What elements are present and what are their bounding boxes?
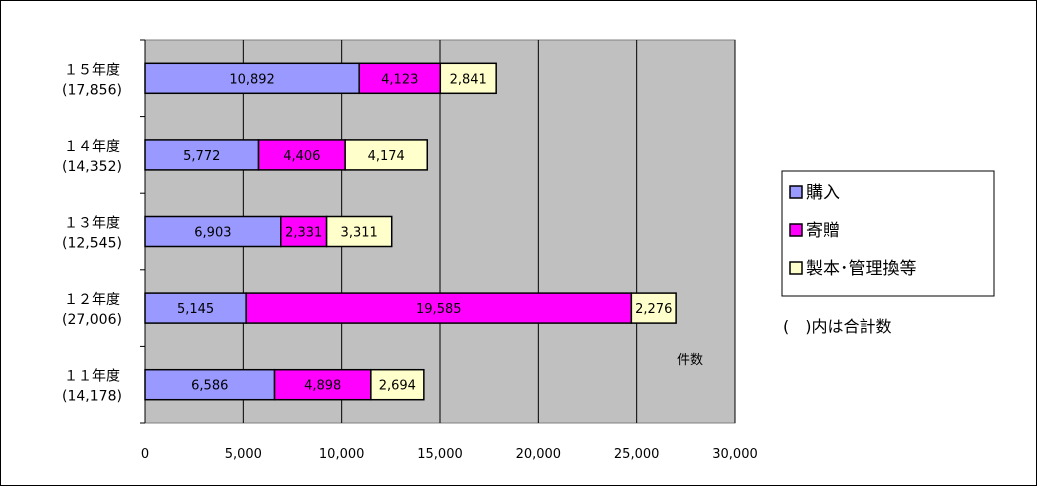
category-label: １４年度	[64, 139, 120, 155]
bar-data-label: 6,903	[194, 226, 231, 241]
bar-segment	[245, 292, 633, 324]
bar-data-labels: 10,892 4,123 2,841 5,772 4,406 4,174 6,903 2,33…	[177, 72, 672, 393]
bar-data-label: 4,174	[368, 149, 405, 164]
category-total-label: (12,545)	[62, 236, 122, 252]
x-tick-label: 25,000	[614, 447, 660, 462]
bar-segment	[325, 215, 393, 248]
x-tick-label: 15,000	[417, 447, 463, 462]
bar-segment	[144, 139, 260, 171]
bar-data-label: 10,892	[229, 72, 275, 87]
legend-swatch	[789, 223, 803, 237]
bar-data-label: 6,586	[191, 379, 228, 394]
category-label: １５年度	[64, 62, 120, 78]
bar-data-label: 2,331	[285, 226, 322, 241]
x-tick-label: 0	[141, 447, 149, 462]
bar-data-label: 19,585	[416, 302, 462, 317]
bar-segment	[370, 368, 425, 401]
legend-swatch	[789, 261, 803, 275]
bar-data-label: 5,772	[183, 149, 220, 164]
bar-data-label: 4,898	[304, 379, 341, 394]
bar-data-label: 5,145	[177, 302, 214, 317]
x-tick-label: 10,000	[319, 447, 365, 462]
x-tick-label: 5,000	[225, 447, 262, 462]
y-axis: １５年度 (17,856) １４年度 (14,352) １３年度 (12,545) １２年度…	[62, 39, 146, 424]
legend-swatch	[789, 185, 803, 199]
bar-segment	[257, 139, 346, 171]
x-tick-label: 30,000	[712, 447, 758, 462]
bar-data-label: 4,123	[381, 72, 418, 87]
category-label: １３年度	[64, 216, 120, 232]
category-total-label: (17,856)	[62, 82, 122, 98]
bar-segment	[144, 292, 247, 324]
category-label: １１年度	[64, 369, 120, 385]
bar-data-label: 2,694	[379, 379, 416, 394]
category-total-label: (14,178)	[62, 389, 122, 405]
bar-data-label: 4,406	[283, 149, 320, 164]
category-total-label: (27,006)	[62, 312, 122, 328]
bar-segment	[630, 292, 677, 324]
x-tick-label: 20,000	[516, 447, 562, 462]
legend-label: 寄贈	[806, 221, 840, 241]
total-note: ( )内は合計数	[783, 317, 892, 336]
bar-segment	[280, 215, 328, 248]
bar-segment	[344, 139, 429, 171]
legend-label: 購入	[806, 183, 840, 203]
category-total-label: (14,352)	[62, 159, 122, 175]
x-axis-label: 件数	[677, 353, 703, 368]
x-axis: 0 5,000 10,000 15,000 20,000 25,000 30,000	[141, 447, 758, 462]
bar-data-label: 2,276	[635, 302, 672, 317]
bar-data-label: 2,841	[450, 72, 487, 87]
bar-data-label: 3,311	[341, 226, 378, 241]
category-label: １２年度	[64, 292, 120, 308]
bars	[144, 62, 677, 401]
legend-label: 製本･管理換等	[806, 259, 917, 279]
bar-segment	[358, 62, 442, 95]
legend-box	[781, 170, 995, 297]
bar-segment	[144, 215, 282, 248]
bar-segment	[439, 62, 497, 95]
